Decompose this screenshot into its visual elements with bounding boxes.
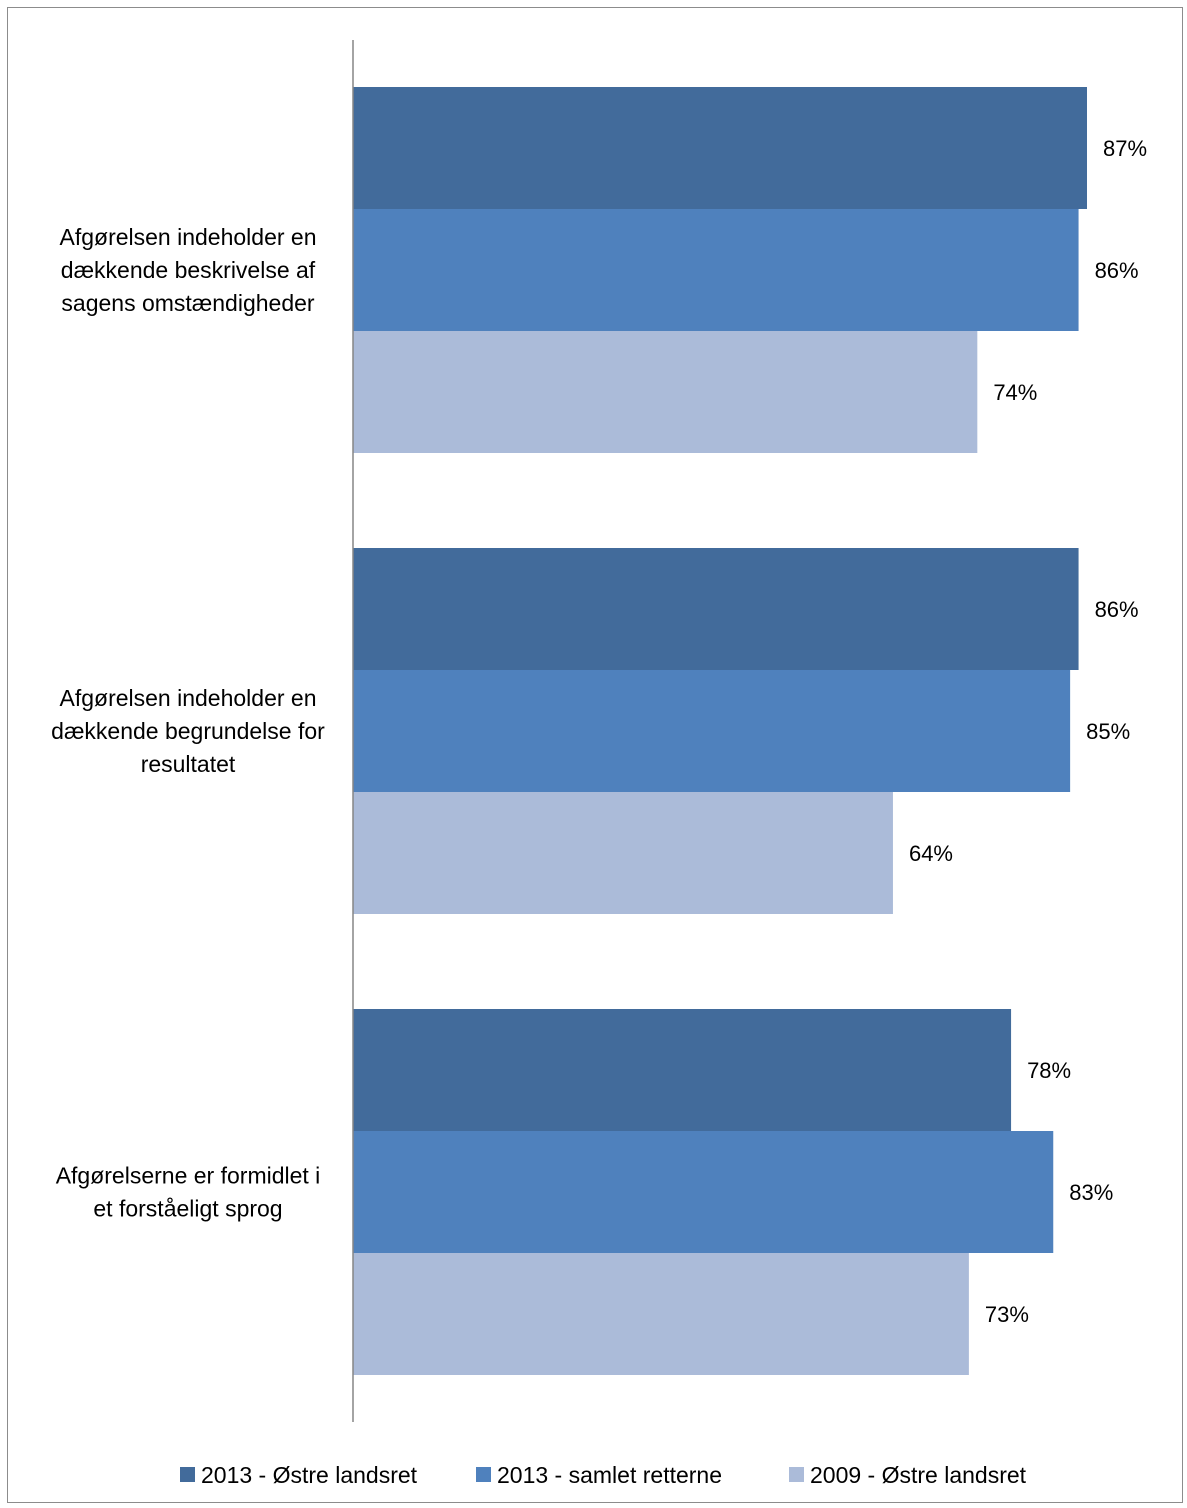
legend-swatch-3 — [789, 1467, 804, 1482]
bar-1-series-3 — [353, 331, 978, 453]
category-label-3: Afgørelserne er formidlet i et forståelig… — [56, 1163, 321, 1222]
bar-2-series-1 — [353, 548, 1079, 670]
data-label-1-series-1: 87% — [1103, 136, 1147, 161]
legend-label-1: 2013 - Østre landsret — [201, 1462, 418, 1488]
bar-3-series-3 — [353, 1253, 969, 1375]
bar-2-series-3 — [353, 792, 893, 914]
data-label-2-series-2: 85% — [1086, 719, 1130, 744]
bar-1-series-1 — [353, 87, 1087, 209]
bar-2-series-2 — [353, 670, 1071, 792]
data-label-2-series-3: 64% — [909, 841, 953, 866]
category-label-1: Afgørelsen indeholder en dækkende beskriv… — [60, 224, 317, 316]
data-label-3-series-2: 83% — [1069, 1180, 1113, 1205]
legend-label-3: 2009 - Østre landsret — [810, 1462, 1027, 1488]
legend-label-2: 2013 - samlet retterne — [497, 1462, 722, 1488]
data-label-3-series-1: 78% — [1027, 1058, 1071, 1083]
bar-3-series-1 — [353, 1009, 1012, 1131]
bar-1-series-2 — [353, 209, 1079, 331]
data-label-3-series-3: 73% — [985, 1302, 1029, 1327]
data-label-1-series-2: 86% — [1095, 258, 1139, 283]
category-label-2: Afgørelsen indeholder en dækkende begrund… — [51, 685, 325, 777]
data-label-2-series-1: 86% — [1095, 597, 1139, 622]
bar-3-series-2 — [353, 1131, 1054, 1253]
legend-swatch-1 — [180, 1467, 195, 1482]
data-label-1-series-3: 74% — [993, 380, 1037, 405]
legend-swatch-2 — [476, 1467, 491, 1482]
